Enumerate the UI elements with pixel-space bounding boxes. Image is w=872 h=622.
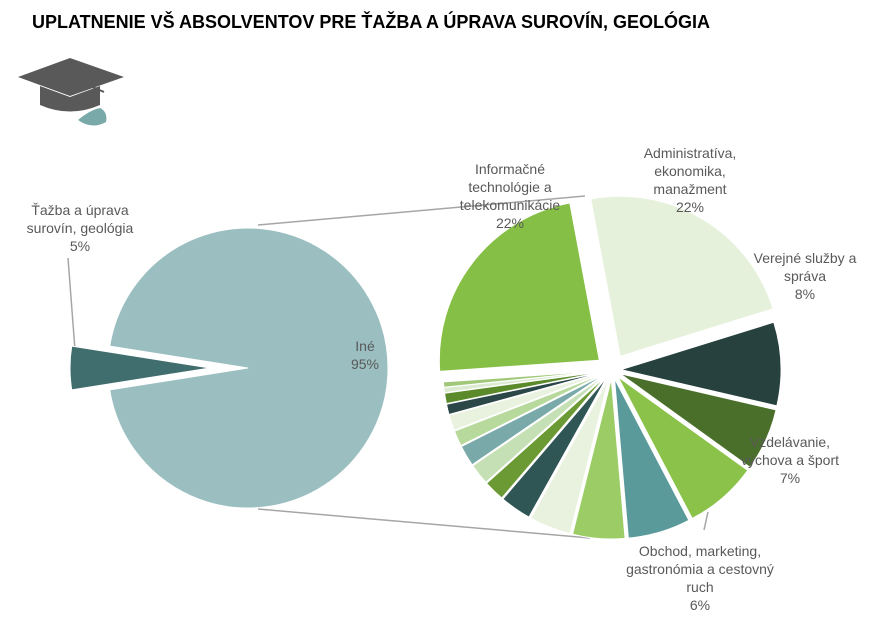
pie-slice xyxy=(442,370,604,388)
data-label: Iné 95% xyxy=(335,337,395,373)
pie-slice xyxy=(619,373,777,468)
pie-slice xyxy=(502,377,608,518)
connector xyxy=(257,508,591,539)
data-label: Administratíva, ekonomika, manažment 22% xyxy=(625,144,755,216)
pie-slice xyxy=(109,227,389,509)
slice-name: Obchod, marketing, gastronómia a cestovn… xyxy=(626,543,774,595)
connector xyxy=(257,195,586,226)
data-label: Ťažba a úprava surovín, geológia 5% xyxy=(15,201,145,255)
pie-slice xyxy=(530,378,610,535)
slice-name: Informačné technológie a telekomunikácie xyxy=(459,161,561,213)
pie-slice xyxy=(69,345,211,391)
pie-slice xyxy=(460,374,605,466)
slice-value: 22% xyxy=(675,199,705,215)
slice-name: Vzdelávanie, výchova a šport xyxy=(740,434,840,468)
pie-slice xyxy=(445,371,604,416)
slice-name: Verejné služby a správa xyxy=(753,250,857,284)
pie-slice xyxy=(619,321,782,407)
chart-title: UPLATNENIE VŠ ABSOLVENTOV PRE ŤAŽBA A ÚP… xyxy=(32,12,711,32)
slice-name: Iné xyxy=(355,338,375,354)
pie-slice xyxy=(438,202,600,372)
slice-value: 6% xyxy=(689,597,711,613)
data-label: Informačné technológie a telekomunikácie… xyxy=(445,160,575,232)
pie-slice xyxy=(571,378,626,540)
pie-slice xyxy=(453,373,604,447)
slice-value: 7% xyxy=(779,470,801,486)
leader-line xyxy=(67,257,76,351)
slice-value: 95% xyxy=(350,356,380,372)
slice-value: 8% xyxy=(794,286,816,302)
data-label: Verejné služby a správa 8% xyxy=(745,249,865,303)
leader-line xyxy=(703,511,709,531)
pie-slice xyxy=(614,378,690,539)
data-label: Obchod, marketing, gastronómia a cestovn… xyxy=(620,542,780,614)
slice-value: 22% xyxy=(495,215,525,231)
slice-value: 5% xyxy=(69,238,91,254)
pie-slice xyxy=(472,375,606,484)
slice-name: Ťažba a úprava surovín, geológia xyxy=(26,202,134,236)
slice-name: Administratíva, ekonomika, manažment xyxy=(643,145,737,197)
pie-slice xyxy=(485,376,607,499)
pie-slice xyxy=(448,372,604,431)
pie-slice xyxy=(590,195,774,357)
icon xyxy=(18,58,124,126)
pie-slice xyxy=(617,376,749,520)
data-label: Vzdelávanie, výchova a šport 7% xyxy=(725,433,855,487)
